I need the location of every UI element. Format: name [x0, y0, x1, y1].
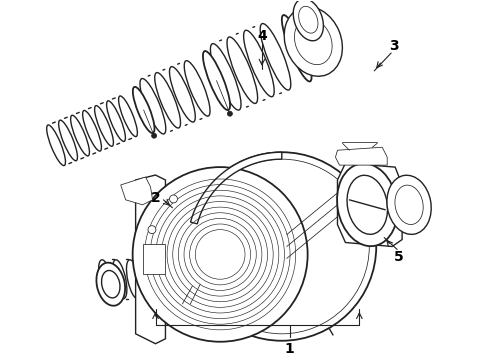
Ellipse shape [59, 120, 77, 161]
Ellipse shape [294, 18, 332, 65]
Ellipse shape [71, 115, 90, 156]
Circle shape [151, 133, 157, 138]
Ellipse shape [98, 260, 113, 299]
Polygon shape [336, 147, 387, 165]
Ellipse shape [133, 87, 154, 133]
Text: 3: 3 [390, 39, 399, 53]
Ellipse shape [101, 270, 120, 298]
Polygon shape [143, 244, 166, 274]
Ellipse shape [119, 96, 137, 136]
Ellipse shape [282, 15, 312, 81]
Ellipse shape [227, 37, 258, 103]
Ellipse shape [347, 175, 388, 234]
Ellipse shape [97, 263, 125, 306]
Text: 1: 1 [285, 342, 294, 356]
Ellipse shape [260, 23, 291, 90]
Polygon shape [136, 175, 166, 344]
Ellipse shape [113, 260, 127, 299]
Polygon shape [338, 163, 402, 247]
Polygon shape [121, 177, 152, 205]
Polygon shape [191, 152, 282, 224]
Ellipse shape [126, 260, 141, 299]
Circle shape [148, 226, 156, 234]
Ellipse shape [299, 6, 318, 33]
Circle shape [170, 195, 177, 203]
Ellipse shape [395, 185, 423, 225]
Circle shape [187, 152, 376, 341]
Ellipse shape [184, 61, 210, 116]
Ellipse shape [155, 73, 180, 128]
Ellipse shape [284, 7, 343, 76]
Ellipse shape [337, 163, 397, 246]
Text: 4: 4 [257, 29, 267, 43]
Ellipse shape [203, 51, 230, 110]
Ellipse shape [95, 105, 113, 146]
Ellipse shape [83, 111, 101, 151]
Circle shape [133, 167, 308, 342]
Ellipse shape [47, 125, 66, 166]
Ellipse shape [244, 30, 274, 97]
Text: 5: 5 [394, 251, 404, 264]
Ellipse shape [293, 0, 323, 41]
Ellipse shape [107, 101, 125, 141]
Circle shape [227, 111, 232, 116]
Ellipse shape [210, 44, 241, 110]
Ellipse shape [387, 175, 431, 234]
Text: 2: 2 [150, 191, 160, 205]
Ellipse shape [140, 78, 166, 134]
Ellipse shape [170, 67, 196, 122]
